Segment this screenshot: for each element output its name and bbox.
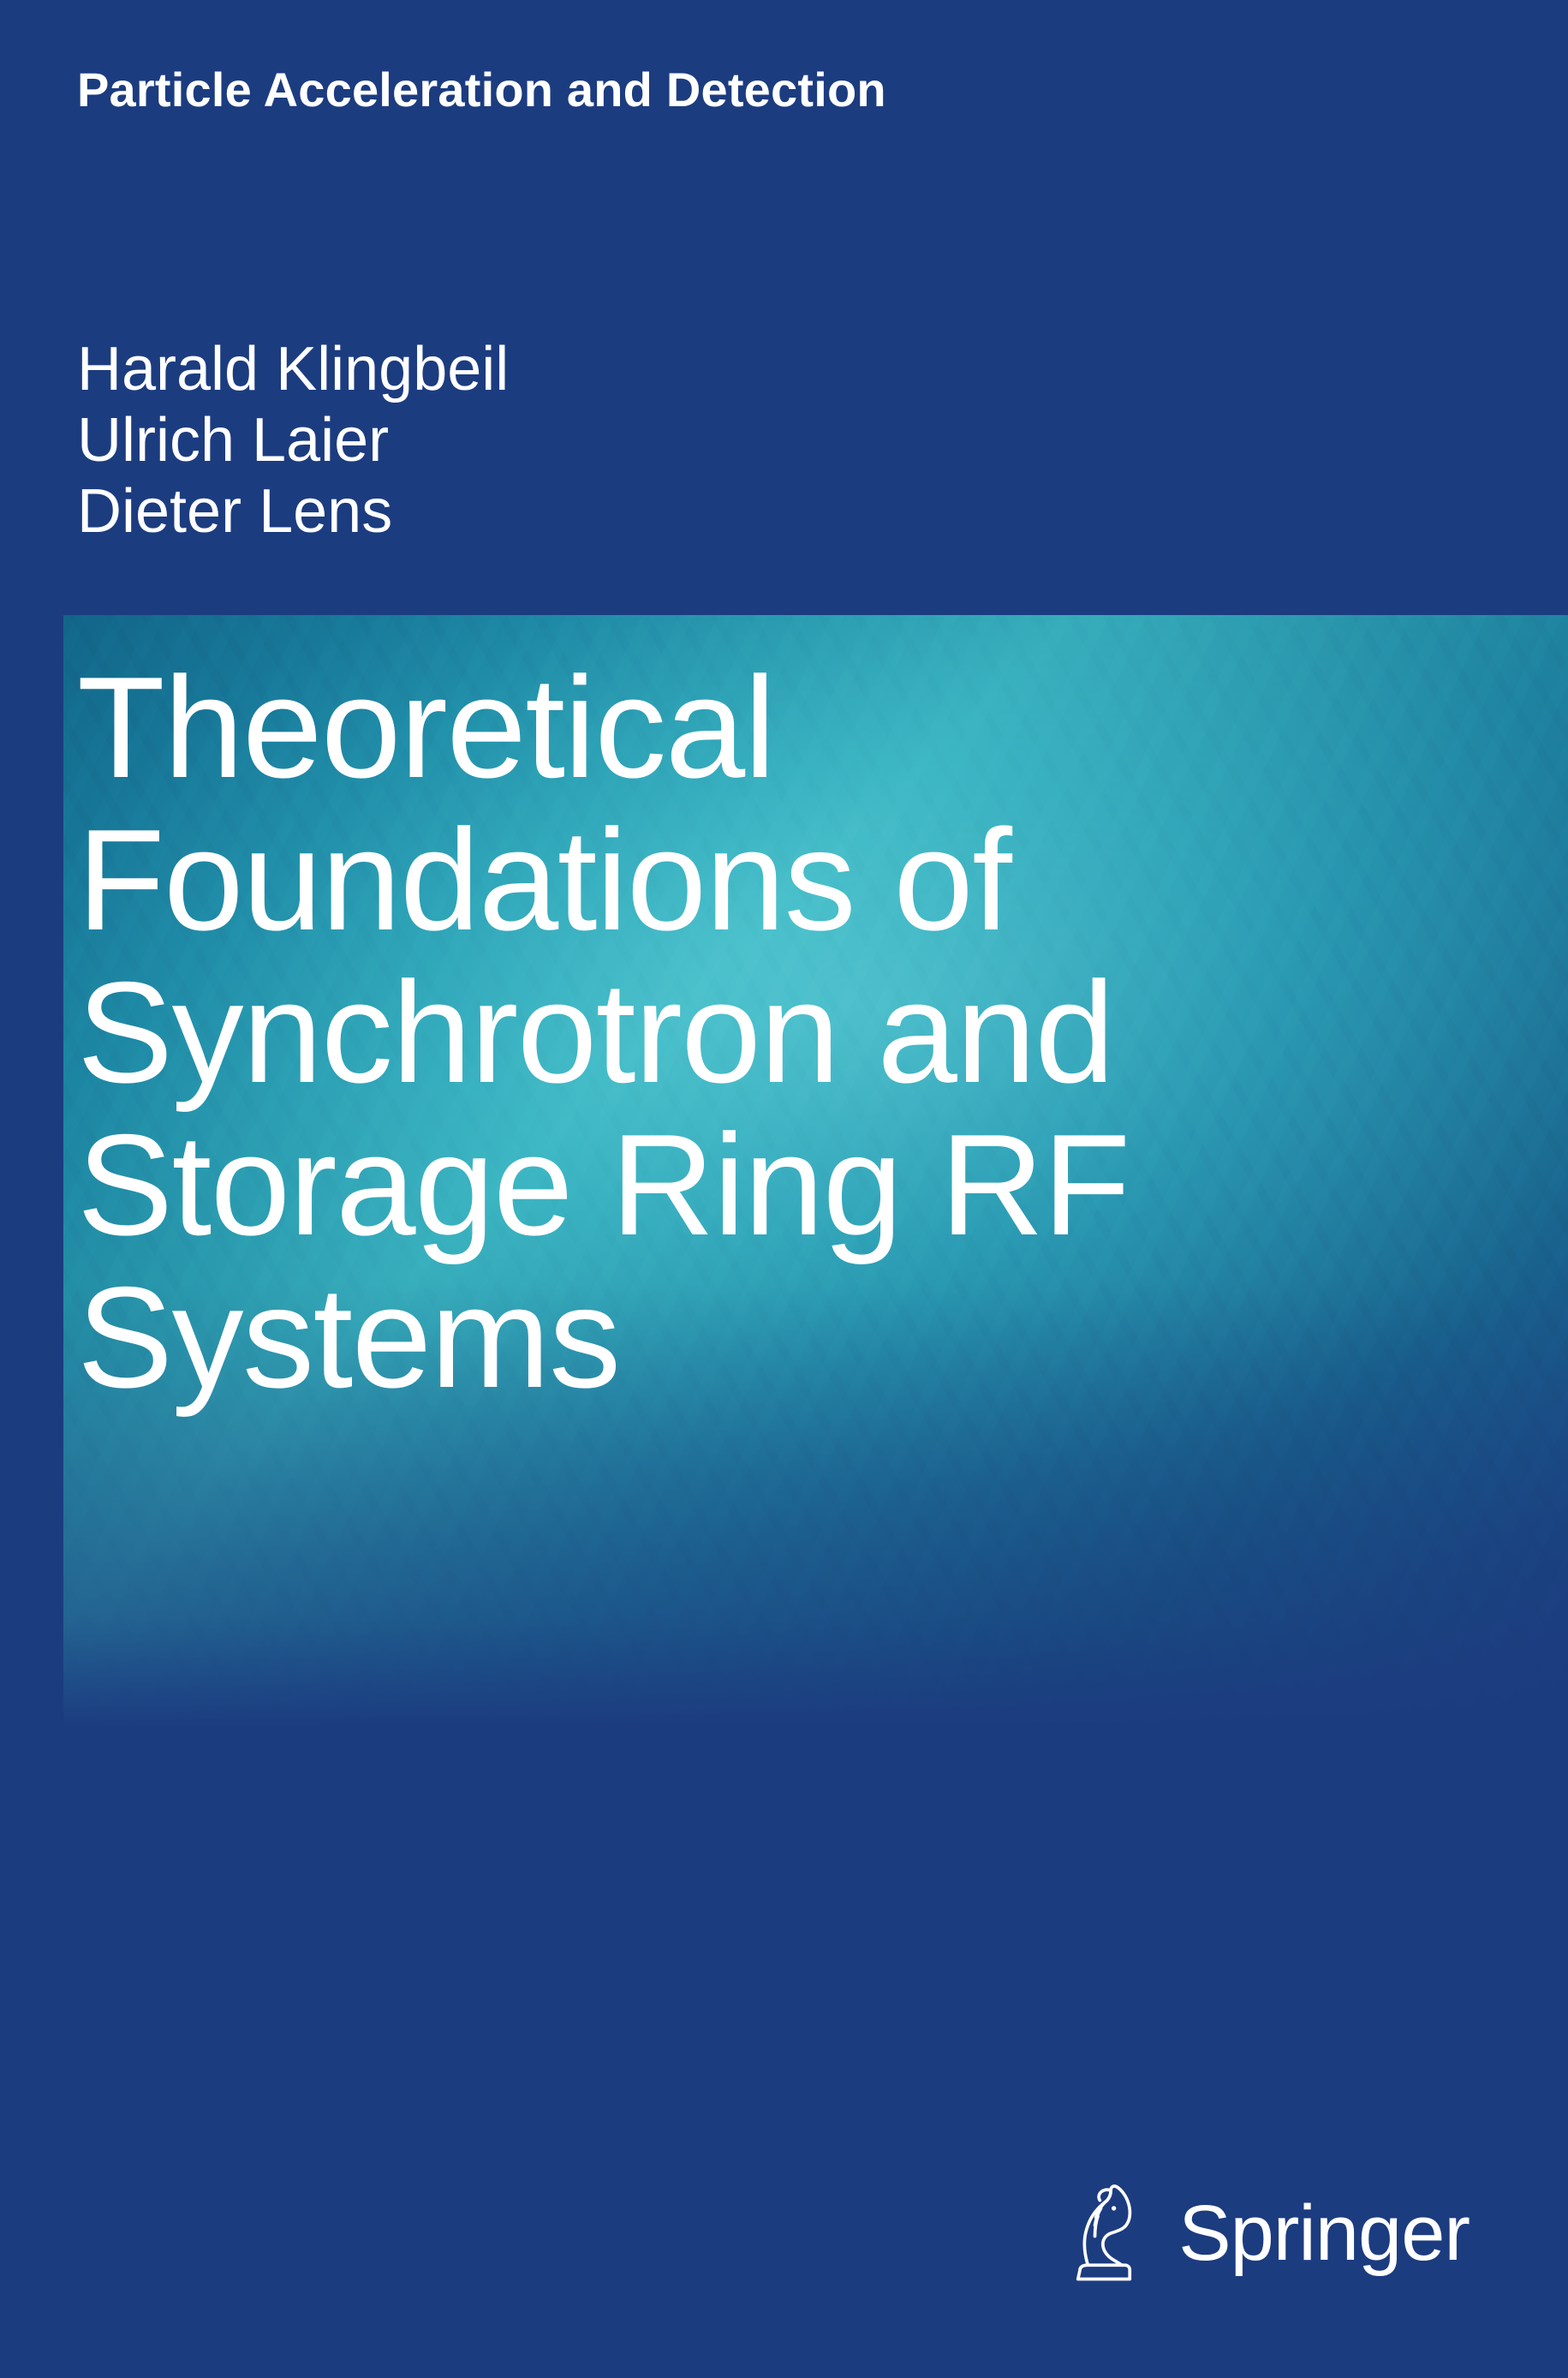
series-label: Particle Acceleration and Detection — [77, 62, 886, 117]
book-title: Theoretical Foundations of Synchrotron a… — [77, 651, 1517, 1413]
author-name: Dieter Lens — [77, 476, 509, 547]
author-name: Ulrich Laier — [77, 405, 509, 476]
publisher-name: Springer — [1178, 2189, 1470, 2279]
publisher-block: Springer — [1053, 2178, 1470, 2288]
authors-block: Harald Klingbeil Ulrich Laier Dieter Len… — [77, 334, 509, 547]
left-gutter-overlay — [0, 615, 63, 1729]
springer-horse-icon — [1053, 2178, 1154, 2288]
author-name: Harald Klingbeil — [77, 334, 509, 405]
